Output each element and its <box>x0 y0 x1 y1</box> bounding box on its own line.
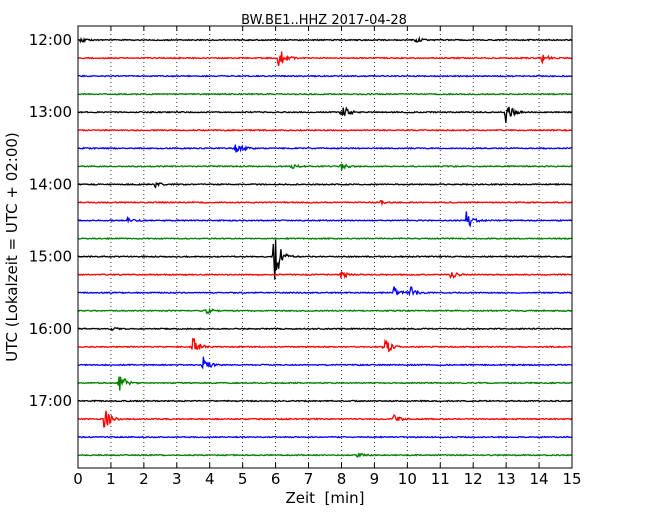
trace-line <box>77 286 573 297</box>
trace-line <box>77 128 573 132</box>
trace-line <box>77 211 573 228</box>
x-tick-label: 7 <box>304 470 314 488</box>
trace-line <box>77 399 573 403</box>
x-tick-label: 2 <box>139 470 149 488</box>
x-tick-label: 15 <box>562 470 581 488</box>
x-tick-label: 14 <box>530 470 549 488</box>
chart-title: BW.BE1..HHZ 2017-04-28 <box>241 13 407 28</box>
x-tick-label: 8 <box>337 470 347 488</box>
x-tick-label: 3 <box>172 470 182 488</box>
plot-frame <box>77 25 573 469</box>
y-axis-ticks: 12:00 13:00 14:00 15:00 16:00 17:00 <box>29 31 572 410</box>
trace-line <box>77 236 573 241</box>
x-axis-label: Zeit [min] <box>285 489 364 507</box>
x-tick-label: 4 <box>205 470 215 488</box>
x-tick-label: 0 <box>73 470 83 488</box>
y-tick-label: 15:00 <box>29 248 72 266</box>
trace-line <box>77 307 573 315</box>
x-tick-label: 9 <box>370 470 380 488</box>
y-axis-label: UTC (Lokalzeit = UTC + 02:00) <box>3 132 21 362</box>
trace-line <box>77 327 573 332</box>
x-axis-ticks: 0 1 2 3 4 5 6 7 8 9 10 11 12 13 14 15 <box>73 26 582 488</box>
x-tick-label: 6 <box>271 470 281 488</box>
x-tick-label: 1 <box>106 470 116 488</box>
trace-line <box>77 163 573 171</box>
trace-line <box>77 337 573 353</box>
trace-line <box>77 435 573 439</box>
y-tick-label: 13:00 <box>29 103 72 121</box>
x-tick-label: 10 <box>398 470 417 488</box>
trace-line <box>77 239 573 280</box>
trace-line <box>77 106 573 123</box>
x-tick-label: 5 <box>238 470 248 488</box>
x-tick-label: 11 <box>431 470 450 488</box>
x-tick-label: 12 <box>464 470 483 488</box>
traces-layer <box>77 35 573 458</box>
y-tick-label: 17:00 <box>29 392 72 410</box>
trace-line <box>77 35 573 44</box>
y-tick-label: 14:00 <box>29 175 72 193</box>
trace-line <box>77 74 573 78</box>
trace-line <box>77 199 573 207</box>
trace-line <box>77 181 573 189</box>
trace-line <box>77 51 573 67</box>
trace-line <box>77 270 573 280</box>
trace-line <box>77 144 573 153</box>
x-tick-label: 13 <box>497 470 516 488</box>
trace-line <box>77 452 573 458</box>
trace-line <box>77 410 573 428</box>
y-tick-label: 16:00 <box>29 320 72 338</box>
trace-line <box>77 356 573 370</box>
trace-line <box>77 92 573 96</box>
trace-line <box>77 376 573 391</box>
y-tick-label: 12:00 <box>29 31 72 49</box>
